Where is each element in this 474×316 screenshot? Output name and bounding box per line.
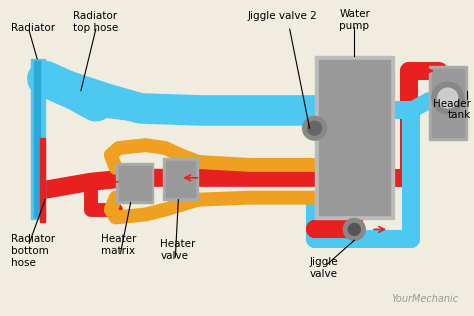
Circle shape	[438, 88, 458, 108]
Circle shape	[343, 218, 365, 240]
Text: Header
tank: Header tank	[433, 99, 471, 120]
Bar	[429, 66, 466, 140]
Bar	[315, 56, 394, 219]
Bar	[118, 166, 151, 200]
Text: Heater
valve: Heater valve	[161, 239, 196, 261]
Text: Radiator
bottom
hose: Radiator bottom hose	[11, 234, 55, 268]
Text: YourMechanic: YourMechanic	[392, 294, 459, 304]
Circle shape	[432, 82, 464, 114]
Bar	[34, 61, 40, 217]
Bar	[164, 158, 198, 200]
Bar	[432, 69, 464, 137]
Bar	[116, 163, 154, 203]
Bar	[31, 59, 45, 219]
Text: Heater
matrix: Heater matrix	[101, 234, 136, 256]
Text: Radiator: Radiator	[11, 23, 55, 33]
Circle shape	[302, 116, 327, 140]
Text: Jiggle valve 2: Jiggle valve 2	[248, 11, 318, 21]
Text: Jiggle
valve: Jiggle valve	[310, 257, 338, 279]
Text: Radiator
top hose: Radiator top hose	[73, 11, 118, 33]
Text: Water
pump: Water pump	[339, 9, 370, 31]
Bar	[319, 60, 390, 216]
Circle shape	[348, 223, 360, 235]
Bar	[166, 161, 195, 197]
Bar	[40, 138, 45, 222]
Circle shape	[308, 121, 321, 135]
